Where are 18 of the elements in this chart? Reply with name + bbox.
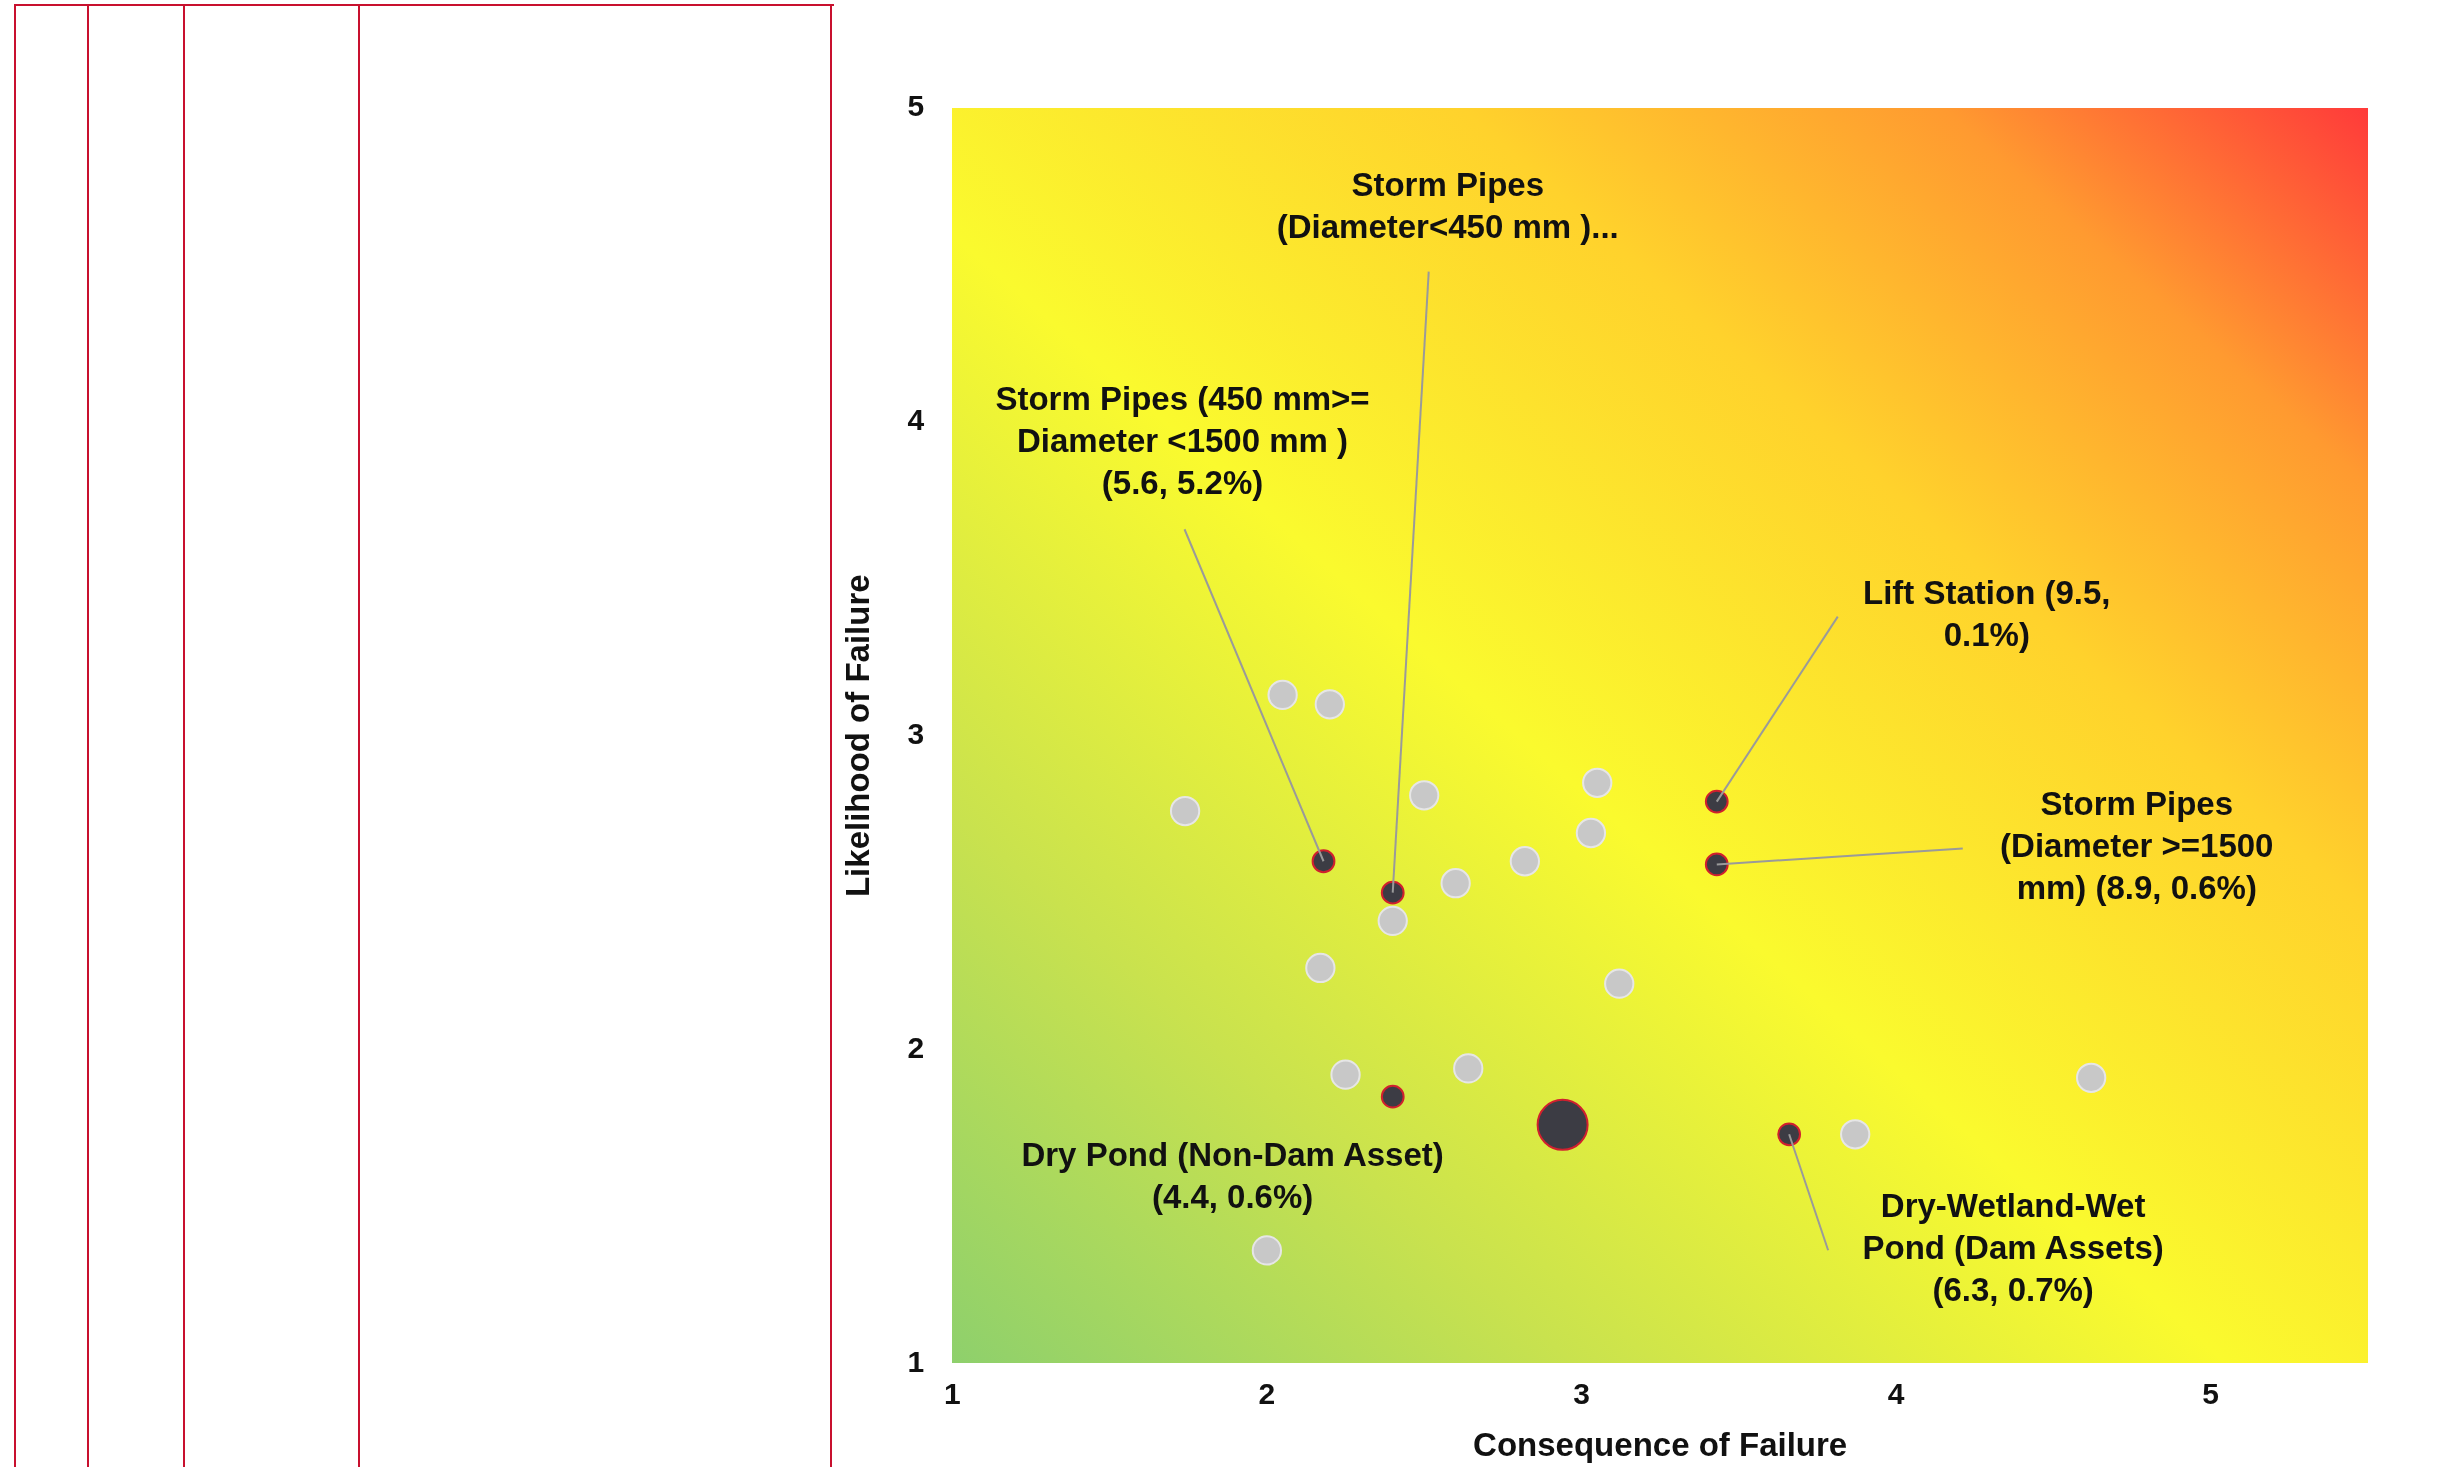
x-axis-title: Consequence of Failure xyxy=(1473,1426,1848,1464)
annotation: Dry-Wetland-Wet Pond (Dam Assets) (6.3, 0.7%) xyxy=(1862,1187,2164,1309)
x-tick-label: 1 xyxy=(943,1376,961,1410)
x-tick-label: 2 xyxy=(1258,1376,1276,1410)
annotation: Storm Pipes (450 mm>= Diameter <1500 mm ) (5.6, 5.2%) xyxy=(995,380,1370,502)
x-tick-label: 3 xyxy=(1573,1376,1590,1410)
y-tick-label: 5 xyxy=(907,89,925,123)
annotation: Storm Pipes (Diameter<450 mm )... xyxy=(1276,165,1619,245)
y-axis-title: Likelihood of Failure xyxy=(838,574,876,898)
x-tick-label: 5 xyxy=(2202,1376,2220,1410)
y-tick-label: 3 xyxy=(907,716,925,750)
y-tick-label: 2 xyxy=(907,1030,925,1064)
y-tick-label: 4 xyxy=(907,403,925,437)
y-tick-label: 1 xyxy=(907,1344,925,1378)
annotation: Dry Pond (Non-Dam Asset) (4.4, 0.6%) xyxy=(1021,1135,1444,1215)
annotation: Lift Station (9.5, 0.1%) xyxy=(1863,573,2111,653)
x-tick-label: 4 xyxy=(1887,1376,1905,1410)
annotation: Storm Pipes (Diameter >=1500 mm) (8.9, 0.6%) xyxy=(2000,785,2274,907)
